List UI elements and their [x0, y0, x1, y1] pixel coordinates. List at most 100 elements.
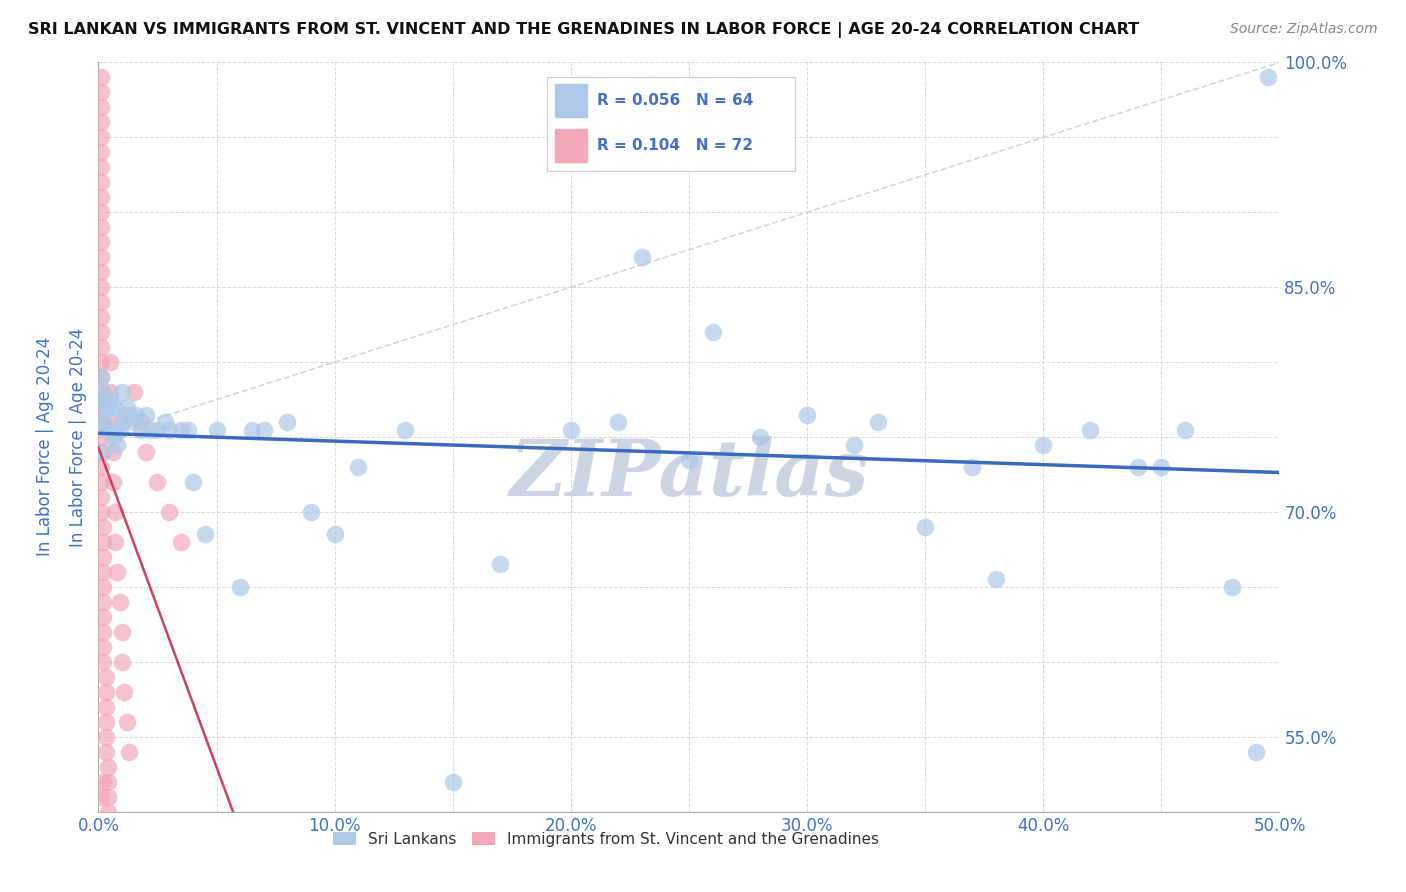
Point — [90, 430, 112, 444]
Point — [90, 175, 112, 189]
Point — [90, 400, 112, 414]
Point — [240, 423, 263, 437]
Point — [91, 565, 114, 579]
Point — [97, 789, 120, 804]
Point — [489, 558, 512, 572]
Point — [91, 640, 114, 654]
Point — [90, 475, 112, 489]
Point — [94, 685, 117, 699]
Point — [111, 655, 134, 669]
Point — [170, 535, 193, 549]
Point — [94, 730, 117, 744]
Point — [98, 400, 121, 414]
Point — [91, 624, 114, 639]
Point — [177, 423, 200, 437]
Point — [135, 408, 157, 422]
Point — [90, 130, 112, 145]
Point — [90, 415, 112, 429]
Text: SRI LANKAN VS IMMIGRANTS FROM ST. VINCENT AND THE GRENADINES IN LABOR FORCE | AG: SRI LANKAN VS IMMIGRANTS FROM ST. VINCEN… — [28, 22, 1139, 38]
Point — [97, 774, 120, 789]
Point — [630, 250, 652, 264]
Point — [98, 415, 121, 429]
Point — [146, 423, 169, 437]
Point — [91, 535, 114, 549]
Point — [97, 423, 120, 437]
Point — [122, 385, 145, 400]
Point — [90, 370, 112, 384]
Point — [118, 408, 141, 422]
Point — [90, 385, 112, 400]
Point — [90, 220, 112, 235]
Point — [94, 745, 117, 759]
Point — [90, 145, 112, 160]
Point — [441, 774, 464, 789]
Text: In Labor Force | Age 20-24: In Labor Force | Age 20-24 — [37, 336, 53, 556]
Point — [91, 580, 114, 594]
Point — [90, 161, 112, 175]
Point — [1032, 437, 1054, 451]
Point — [90, 505, 112, 519]
Point — [112, 685, 135, 699]
Point — [1257, 70, 1279, 85]
Point — [181, 475, 204, 489]
Point — [90, 789, 112, 804]
Point — [115, 400, 138, 414]
Point — [90, 392, 112, 407]
Point — [108, 423, 131, 437]
Point — [94, 670, 117, 684]
Point — [90, 310, 112, 325]
Point — [866, 415, 889, 429]
Point — [984, 573, 1007, 587]
Point — [276, 415, 298, 429]
Point — [91, 655, 114, 669]
Point — [914, 520, 936, 534]
Point — [105, 437, 128, 451]
Point — [101, 430, 124, 444]
Point — [90, 460, 112, 475]
Point — [90, 235, 112, 250]
Point — [229, 580, 252, 594]
Point — [91, 610, 114, 624]
Point — [101, 445, 124, 459]
Legend: Sri Lankans, Immigrants from St. Vincent and the Grenadines: Sri Lankans, Immigrants from St. Vincent… — [328, 825, 886, 853]
Point — [90, 490, 112, 504]
Point — [702, 325, 724, 339]
Point — [157, 423, 180, 437]
Point — [91, 549, 114, 564]
Point — [90, 325, 112, 339]
Point — [91, 385, 114, 400]
Point — [299, 505, 322, 519]
Point — [122, 415, 145, 429]
Point — [146, 475, 169, 489]
Point — [347, 460, 370, 475]
Point — [90, 280, 112, 294]
Point — [90, 445, 112, 459]
Point — [139, 423, 162, 437]
Text: ZIPatlas: ZIPatlas — [509, 436, 869, 513]
Point — [90, 265, 112, 279]
Point — [90, 100, 112, 114]
Point — [90, 250, 112, 264]
Point — [104, 400, 127, 414]
Point — [94, 400, 117, 414]
Point — [796, 408, 818, 422]
Point — [129, 423, 152, 437]
Point — [94, 714, 117, 729]
Point — [1220, 580, 1243, 594]
Point — [125, 408, 148, 422]
Point — [129, 415, 152, 429]
Point — [1080, 423, 1102, 437]
Point — [90, 190, 112, 204]
Point — [98, 355, 121, 369]
Point — [104, 505, 127, 519]
Point — [90, 70, 112, 85]
Point — [1126, 460, 1149, 475]
Point — [90, 415, 112, 429]
Point — [1150, 460, 1173, 475]
Point — [90, 86, 112, 100]
Point — [104, 535, 127, 549]
Point — [90, 115, 112, 129]
Point — [112, 408, 135, 422]
Point — [91, 520, 114, 534]
Point — [194, 527, 217, 541]
